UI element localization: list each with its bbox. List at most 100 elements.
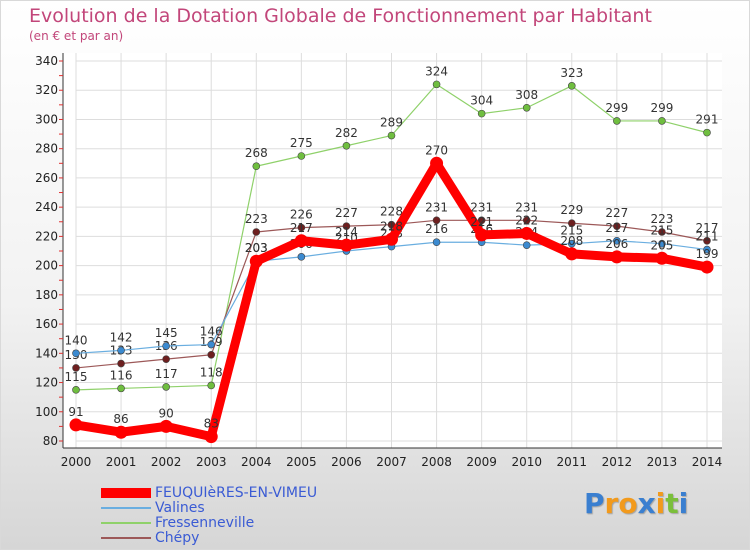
data-point (703, 245, 711, 254)
legend-label: Valines (155, 500, 205, 516)
data-label: 145 (155, 326, 178, 340)
data-label: 221 (470, 215, 493, 229)
data-label: 227 (335, 206, 358, 220)
data-label: 217 (696, 221, 719, 235)
data-point (297, 223, 306, 232)
data-point (430, 156, 444, 170)
data-label: 83 (204, 417, 219, 431)
y-tick-label: 180 (35, 288, 58, 302)
data-point (252, 228, 261, 236)
data-label: 118 (200, 365, 223, 379)
data-label: 217 (605, 221, 628, 235)
data-point (342, 141, 351, 150)
data-label: 215 (650, 224, 673, 238)
data-label: 206 (605, 237, 628, 251)
data-label: 275 (290, 136, 313, 150)
data-point (520, 226, 534, 240)
logo-letter: P (584, 487, 605, 520)
data-label: 228 (380, 205, 403, 219)
data-point (477, 216, 486, 225)
data-label: 214 (335, 225, 358, 239)
data-point (117, 384, 125, 393)
data-point (613, 236, 621, 245)
data-point (159, 419, 173, 433)
chart-subtitle: (en € et par an) (29, 29, 124, 43)
data-label: 91 (68, 405, 83, 419)
data-point (655, 251, 669, 265)
series-ch-py: 1301331361392232262272282312312312292272… (65, 200, 719, 372)
data-point (658, 117, 666, 125)
data-label: 323 (560, 66, 583, 80)
data-point (522, 103, 531, 112)
data-point (252, 162, 261, 171)
chart-title: Evolution de la Dotation Globale de Fonc… (29, 5, 652, 27)
data-label: 90 (159, 406, 174, 420)
logo-letter: o (618, 487, 638, 520)
data-point (385, 232, 398, 246)
data-point (297, 253, 306, 261)
data-point (703, 236, 711, 245)
x-tick-label: 2012 (602, 455, 633, 469)
data-point (432, 238, 441, 247)
data-label: 324 (425, 64, 448, 78)
y-tick-label: 140 (35, 346, 58, 360)
data-label: 215 (560, 224, 583, 238)
data-label: 86 (113, 412, 128, 426)
data-point (387, 131, 396, 140)
data-point (342, 222, 351, 230)
logo-letter: x (637, 487, 656, 520)
x-tick-label: 2003 (196, 455, 227, 469)
data-point (207, 340, 216, 349)
data-label: 203 (245, 241, 268, 255)
data-point (658, 228, 666, 236)
data-point (522, 216, 531, 225)
x-tick-label: 2013 (647, 455, 678, 469)
data-point (658, 239, 666, 248)
series-fressenneville: 115 116 117 118 268 275 282 289 324 304 308 323 299 2… (65, 64, 718, 394)
data-label: 268 (245, 146, 268, 160)
y-tick-label: 100 (35, 405, 58, 419)
y-tick-label: 320 (35, 83, 58, 97)
data-label: 117 (155, 367, 178, 381)
data-label: 223 (245, 212, 268, 226)
data-point (477, 109, 486, 118)
data-label: 229 (560, 203, 583, 217)
data-point (567, 82, 576, 90)
data-label: 226 (290, 208, 313, 222)
data-point (567, 219, 576, 228)
data-point (207, 350, 216, 359)
x-tick-label: 2009 (466, 455, 497, 469)
y-tick-label: 240 (35, 200, 58, 214)
data-point (204, 430, 218, 444)
data-label: 115 (65, 370, 88, 384)
x-tick-label: 2002 (151, 455, 182, 469)
x-tick-label: 2001 (106, 455, 137, 469)
data-point (610, 250, 624, 264)
x-tick-label: 2007 (376, 455, 407, 469)
data-point (432, 216, 441, 225)
x-tick-label: 2010 (511, 455, 542, 469)
proxiti-logo: Proxiti (584, 487, 688, 520)
data-point (567, 239, 576, 248)
data-label: 308 (515, 88, 538, 102)
data-point (69, 418, 83, 432)
data-label: 289 (380, 116, 403, 130)
legend-label: FEUQUIèRES-EN-VIMEU (155, 485, 318, 501)
data-label: 205 (650, 238, 673, 252)
data-label: 222 (515, 213, 538, 227)
y-tick-label: 80 (43, 434, 58, 448)
data-label: 116 (110, 368, 133, 382)
data-point (117, 359, 125, 368)
data-point (162, 355, 170, 363)
y-tick-label: 280 (35, 142, 58, 156)
legend-swatch (101, 537, 151, 539)
y-tick-label: 260 (35, 171, 58, 185)
y-tick-label: 160 (35, 317, 58, 331)
x-tick-label: 2014 (692, 455, 723, 469)
data-point (72, 386, 80, 394)
y-tick-label: 220 (35, 229, 58, 243)
data-point (432, 80, 441, 89)
data-point (249, 254, 263, 268)
logo-letter: r (604, 487, 619, 520)
